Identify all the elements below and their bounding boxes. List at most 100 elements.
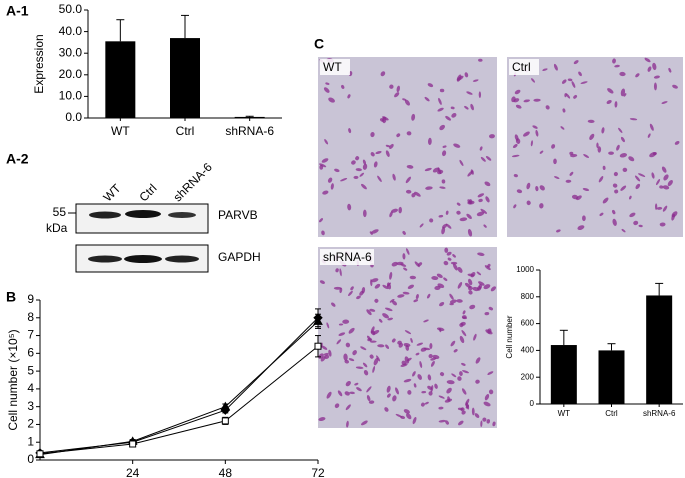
cell: [402, 253, 406, 260]
cell: [369, 308, 376, 312]
cell: [336, 339, 342, 345]
cell: [515, 104, 522, 109]
cell: [406, 413, 412, 420]
cell: [461, 410, 466, 415]
cell: [512, 144, 518, 149]
cell: [553, 63, 558, 71]
cell: [459, 159, 464, 167]
cell: [459, 335, 465, 344]
cell: [662, 185, 670, 190]
band: [88, 255, 122, 263]
cell: [478, 198, 483, 203]
x-tick-label: shRNA-6: [643, 409, 676, 418]
cell: [430, 385, 434, 393]
cell: [582, 215, 586, 222]
cell: [405, 176, 411, 184]
cell: [480, 208, 488, 214]
cell: [649, 123, 654, 131]
cell: [345, 342, 351, 348]
cell: [343, 353, 348, 361]
cell: [404, 330, 412, 335]
cell: [573, 95, 578, 99]
cell: [362, 362, 368, 368]
y-tick-label: 0: [27, 452, 34, 466]
cell: [474, 413, 480, 418]
cell: [319, 163, 327, 168]
cell: [449, 293, 454, 300]
marker-unit: kDa: [46, 221, 68, 235]
cell: [523, 99, 530, 103]
cell: [461, 362, 466, 366]
cell: [456, 75, 464, 81]
cell: [661, 166, 667, 173]
cell: [484, 394, 490, 401]
cell: [622, 167, 628, 172]
cell: [487, 371, 494, 375]
cell: [387, 393, 391, 398]
cell: [319, 280, 325, 284]
cell: [375, 150, 382, 155]
cell: [466, 213, 472, 219]
cell: [334, 168, 340, 173]
cell: [413, 383, 417, 388]
cell: [531, 78, 536, 83]
cell: [629, 212, 636, 218]
cell: [415, 294, 419, 300]
cell: [488, 389, 494, 395]
cell: [432, 354, 440, 359]
cell: [406, 357, 412, 362]
marker: [313, 316, 323, 325]
cell: [444, 247, 449, 253]
y-tick-label: 1: [27, 434, 34, 448]
cell: [366, 309, 372, 316]
cell: [457, 266, 463, 273]
y-tick-label: 9: [27, 292, 34, 306]
cell: [438, 97, 442, 105]
cell: [551, 144, 556, 149]
cell: [333, 286, 342, 290]
cell: [612, 183, 618, 188]
cell: [366, 395, 371, 402]
y-tick-label: 3: [27, 399, 34, 413]
cell: [369, 354, 374, 359]
cell: [363, 369, 369, 376]
cell: [513, 98, 520, 103]
cell: [439, 327, 442, 333]
cell: [511, 154, 520, 158]
micrograph: [318, 57, 497, 237]
cell: [338, 332, 346, 337]
cell: [601, 127, 605, 134]
cell: [427, 374, 432, 381]
cell: [397, 294, 405, 298]
bar: [598, 350, 625, 404]
cell: [492, 421, 496, 427]
y-tick-label: 20.0: [59, 67, 83, 81]
cell: [483, 284, 491, 290]
cell: [362, 163, 368, 170]
cell: [671, 213, 675, 221]
cell: [533, 98, 541, 102]
cell: [385, 144, 391, 148]
cell: [337, 390, 343, 397]
cell: [421, 391, 427, 394]
x-tick-label: WT: [111, 124, 130, 138]
cell: [634, 175, 641, 182]
bar: [170, 38, 200, 118]
cell: [638, 224, 643, 228]
cell: [402, 291, 410, 295]
cell: [367, 338, 373, 342]
cell: [406, 248, 410, 255]
cell: [526, 182, 531, 190]
cell: [378, 318, 383, 323]
cell: [410, 337, 413, 343]
cell: [475, 357, 481, 364]
cell: [635, 183, 641, 190]
cell: [319, 218, 323, 223]
cell: [577, 225, 585, 231]
cell: [428, 353, 433, 359]
cell: [468, 290, 473, 295]
cell: [389, 298, 395, 303]
cell: [392, 173, 396, 181]
cell: [462, 370, 470, 374]
cell: [647, 133, 651, 138]
